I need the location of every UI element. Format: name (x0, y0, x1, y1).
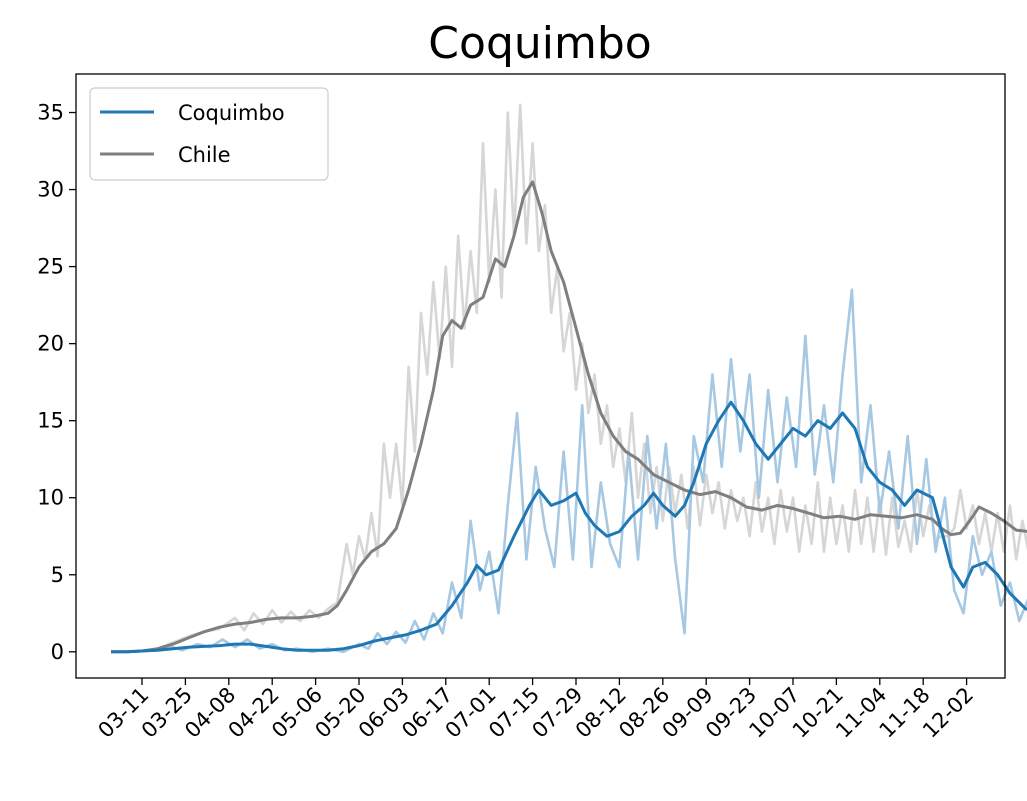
series-line-chile (111, 180, 1027, 654)
y-tick-label: 15 (37, 409, 64, 433)
y-tick-label: 5 (51, 563, 64, 587)
raw-series-layer (111, 103, 1027, 654)
y-tick-label: 10 (37, 486, 64, 510)
chart-title: Coquimbo (428, 18, 651, 69)
y-tick-label: 30 (37, 178, 64, 202)
y-tick-label: 25 (37, 255, 64, 279)
legend-label-chile: Chile (178, 143, 231, 167)
raw-line-coquimbo (111, 288, 1027, 654)
x-axis: 03-1103-2504-0804-2205-0605-2006-0306-17… (93, 678, 978, 743)
y-axis: 0 5 10 15 20 25 30 35 (37, 101, 76, 664)
y-tick-label: 0 (51, 640, 64, 664)
legend: Coquimbo Chile (89, 87, 329, 181)
raw-line-chile (111, 103, 1027, 654)
y-tick-label: 20 (37, 332, 64, 356)
series-line-coquimbo (111, 400, 1027, 654)
y-tick-label: 35 (37, 101, 64, 125)
x-tick-label: 12-02 (918, 683, 978, 743)
plot-frame (75, 73, 1006, 679)
legend-label-coquimbo: Coquimbo (178, 101, 285, 125)
smoothed-series-layer (111, 180, 1027, 654)
